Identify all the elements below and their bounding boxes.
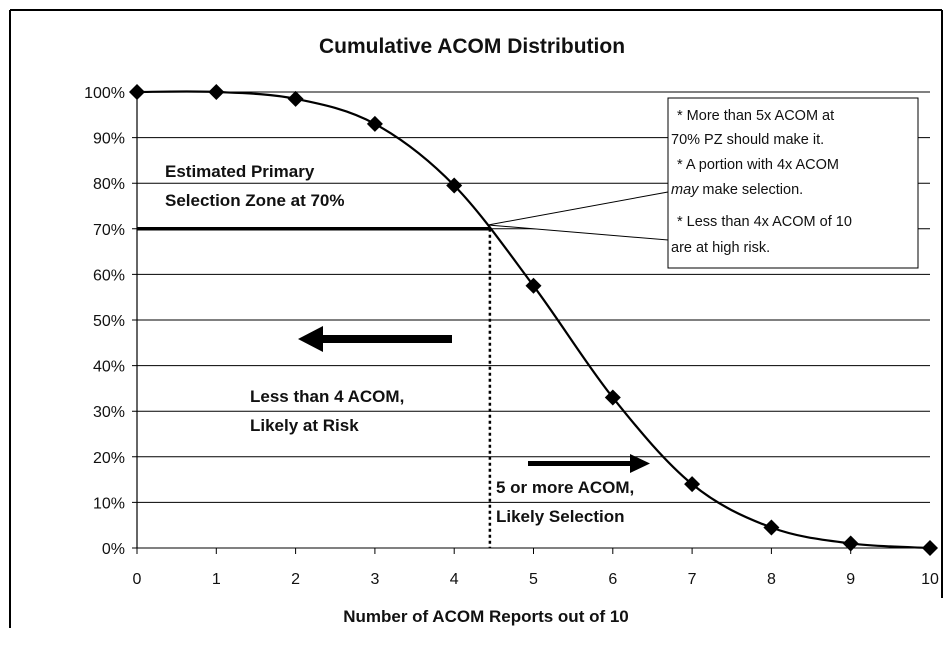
data-point <box>287 90 304 107</box>
x-tick-label: 10 <box>921 571 939 588</box>
x-tick-labels: 0 1 2 3 4 5 6 7 8 9 10 <box>133 548 939 588</box>
callout-line-3: * A portion with 4x ACOM <box>677 157 839 173</box>
series <box>129 84 938 556</box>
data-point <box>763 519 780 536</box>
callout-line-5: * Less than 4x ACOM of 10 <box>677 214 852 230</box>
frame <box>9 9 943 628</box>
guides <box>137 227 492 548</box>
data-point <box>366 115 383 132</box>
y-tick-label: 50% <box>93 313 125 330</box>
x-tick-label: 5 <box>529 571 538 588</box>
x-tick-label: 6 <box>608 571 617 588</box>
right-arrow <box>528 454 650 473</box>
y-tick-label: 80% <box>93 176 125 193</box>
data-point <box>604 389 621 406</box>
risk-label-line-2: Likely at Risk <box>250 416 359 435</box>
data-point <box>684 476 701 493</box>
callout-line-4-italic: may <box>671 182 699 198</box>
zone-label-line-1: Estimated Primary <box>165 162 315 181</box>
callout-line-6: are at high risk. <box>671 240 770 256</box>
callout-line-4: may make selection. <box>671 182 803 198</box>
x-tick-label: 4 <box>450 571 459 588</box>
data-point <box>446 177 463 194</box>
risk-label-line-1: Less than 4 ACOM, <box>250 387 404 406</box>
chart-title: Cumulative ACOM Distribution <box>319 35 625 58</box>
callout-line-4-rest: make selection. <box>698 182 803 198</box>
y-tick-label: 20% <box>93 450 125 467</box>
x-tick-label: 2 <box>291 571 300 588</box>
x-tick-label: 7 <box>688 571 697 588</box>
callout-line-2: 70% PZ should make it. <box>671 132 824 148</box>
y-tick-label: 0% <box>102 541 125 558</box>
x-axis-label: Number of ACOM Reports out of 10 <box>343 607 629 626</box>
x-tick-label: 8 <box>767 571 776 588</box>
x-tick-label: 1 <box>212 571 221 588</box>
callout-box: * More than 5x ACOM at 70% PZ should mak… <box>487 97 919 269</box>
y-tick-label: 40% <box>93 359 125 376</box>
y-tick-labels: 0% 10% 20% 30% 40% 50% 60% 70% 80% 90% 100% <box>84 85 125 558</box>
data-point <box>842 535 859 552</box>
data-point <box>922 540 938 556</box>
annotations: Estimated Primary Selection Zone at 70% … <box>165 97 919 526</box>
callout-line-1: * More than 5x ACOM at <box>677 108 834 124</box>
data-point <box>129 84 145 100</box>
data-point <box>525 277 542 294</box>
select-label-line-1: 5 or more ACOM, <box>496 478 634 497</box>
x-tick-label: 0 <box>133 571 142 588</box>
select-label-line-2: Likely Selection <box>496 507 625 526</box>
left-arrow <box>298 326 452 352</box>
y-tick-label: 90% <box>93 131 125 148</box>
y-tick-label: 30% <box>93 404 125 421</box>
y-tick-label: 70% <box>93 222 125 239</box>
y-tick-label: 100% <box>84 85 125 102</box>
zone-label-line-2: Selection Zone at 70% <box>165 191 345 210</box>
y-tick-label: 10% <box>93 495 125 512</box>
x-tick-label: 3 <box>370 571 379 588</box>
y-tick-label: 60% <box>93 267 125 284</box>
x-tick-label: 9 <box>846 571 855 588</box>
data-point <box>208 84 225 100</box>
